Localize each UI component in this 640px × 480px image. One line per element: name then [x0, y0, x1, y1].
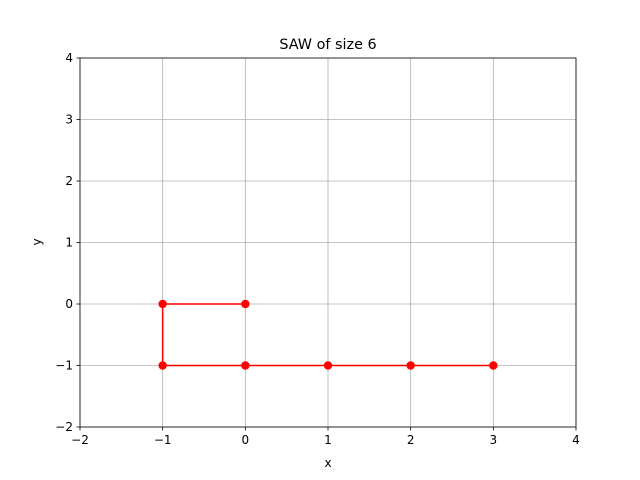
data-point [158, 361, 167, 370]
y-tick-label: 4 [65, 51, 73, 65]
y-tick-label: 1 [65, 236, 73, 250]
x-tick-label: 0 [242, 433, 250, 447]
y-axis-label: y [30, 238, 44, 245]
x-tick-label: 2 [407, 433, 415, 447]
x-tick-label: 4 [572, 433, 580, 447]
grid [79, 57, 577, 428]
y-tick-label: 3 [65, 113, 73, 127]
chart-title: SAW of size 6 [279, 37, 376, 53]
data-point [489, 361, 498, 370]
x-tick-label: −2 [71, 433, 89, 447]
x-tick-label: 1 [324, 433, 332, 447]
data-point [241, 361, 250, 370]
data-point [241, 299, 250, 309]
y-tick-label: −1 [55, 359, 73, 373]
plot-frame [79, 57, 577, 428]
ticks: −2 −1 0 1 2 3 4 −2 −1 0 1 2 3 4 [55, 51, 580, 447]
x-axis-label: x [324, 456, 331, 470]
data-point [323, 361, 333, 370]
y-tick-label: 0 [65, 297, 73, 311]
x-tick-label: −1 [154, 433, 172, 447]
data-point [406, 361, 415, 370]
y-tick-label: −2 [55, 420, 73, 434]
data-point [158, 299, 167, 309]
x-tick-label: 3 [490, 433, 498, 447]
series [158, 299, 498, 370]
y-tick-label: 2 [65, 174, 73, 188]
